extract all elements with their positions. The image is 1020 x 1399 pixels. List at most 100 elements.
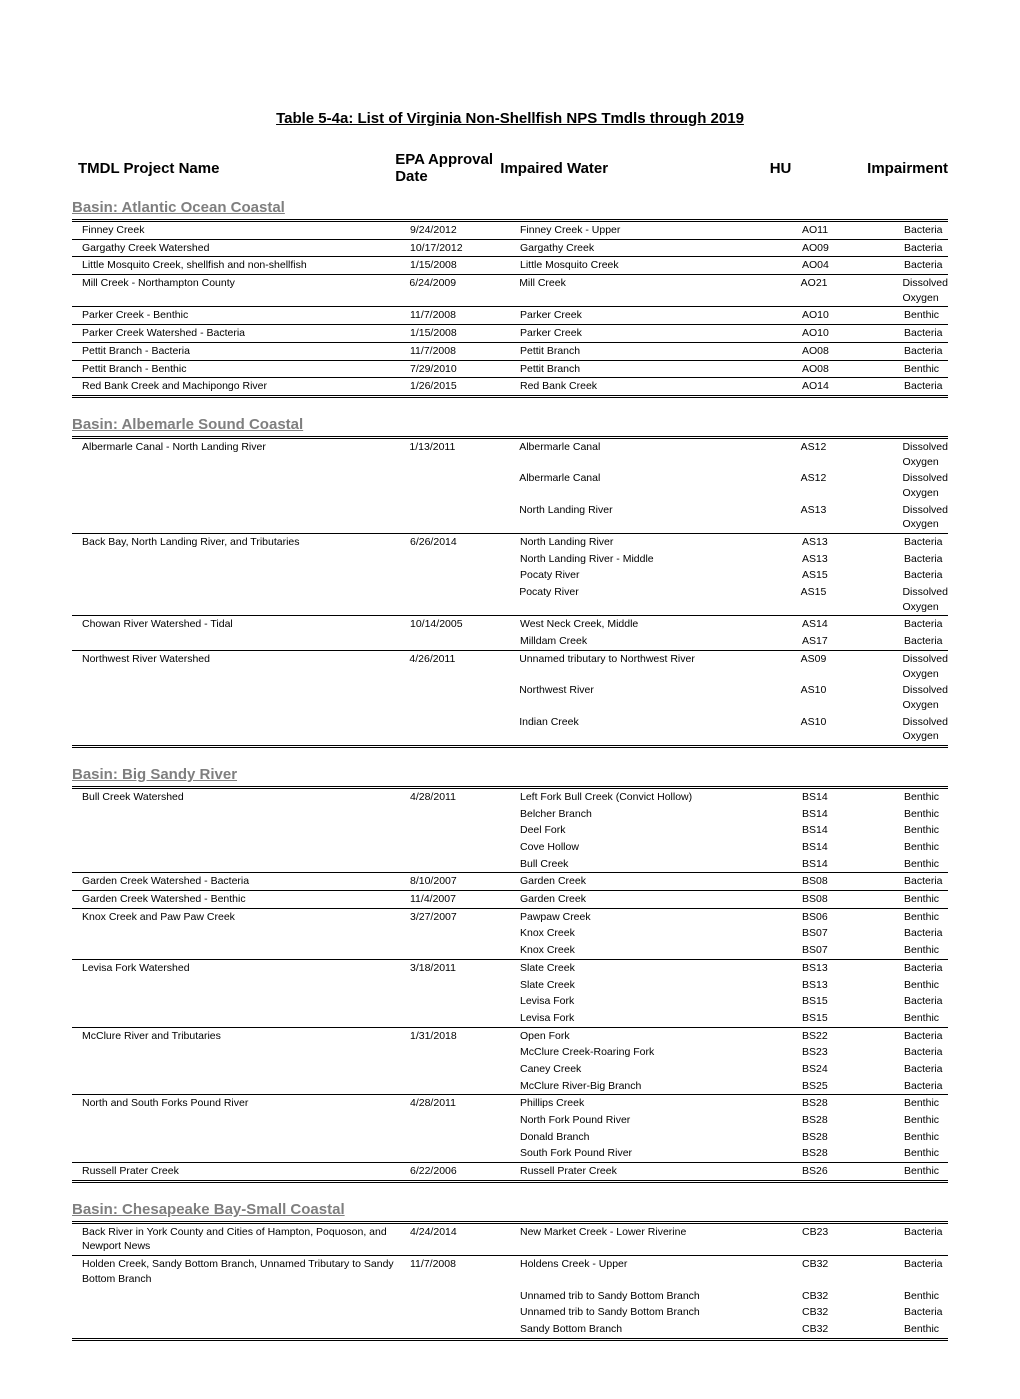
cell-date — [410, 568, 520, 583]
table-row: North Landing RiverAS13Dissolved Oxygen — [72, 502, 948, 533]
cell-hu: AO08 — [802, 362, 904, 377]
cell-date — [409, 715, 519, 744]
cell-hu: BS25 — [802, 1079, 904, 1094]
cell-date — [410, 943, 520, 958]
table-row: Unnamed trib to Sandy Bottom BranchCB32B… — [72, 1304, 948, 1321]
table-row: Little Mosquito Creek, shellfish and non… — [72, 257, 948, 274]
cell-water: Levisa Fork — [520, 994, 802, 1009]
cell-date — [410, 634, 520, 649]
table-row: Slate CreekBS13Benthic — [72, 977, 948, 994]
cell-water: Pawpaw Creek — [520, 910, 802, 925]
cell-water: Northwest River — [519, 683, 800, 712]
cell-impairment: Benthic — [904, 362, 948, 377]
table-row: Russell Prater Creek6/22/2006Russell Pra… — [72, 1163, 948, 1180]
cell-hu: BS24 — [802, 1062, 904, 1077]
cell-date — [409, 503, 519, 532]
cell-water: North Landing River - Middle — [520, 552, 802, 567]
table-row: Pettit Branch - Benthic7/29/2010Pettit B… — [72, 361, 948, 378]
cell-date — [410, 1079, 520, 1094]
cell-date: 10/17/2012 — [410, 241, 520, 256]
table-row: North Fork Pound RiverBS28Benthic — [72, 1112, 948, 1129]
cell-impairment: Bacteria — [904, 326, 948, 341]
table-row: Pocaty RiverAS15Bacteria — [72, 567, 948, 584]
cell-date: 1/15/2008 — [410, 326, 520, 341]
cell-water: Cove Hollow — [520, 840, 802, 855]
cell-date: 1/26/2015 — [410, 379, 520, 394]
cell-water: Caney Creek — [520, 1062, 802, 1077]
cell-date — [410, 1289, 520, 1304]
cell-impairment: Bacteria — [904, 379, 948, 394]
cell-project — [72, 823, 410, 838]
table-row: Red Bank Creek and Machipongo River1/26/… — [72, 378, 948, 395]
cell-project — [72, 1113, 410, 1128]
table-row: Garden Creek Watershed - Benthic11/4/200… — [72, 891, 948, 908]
cell-water: Donald Branch — [520, 1130, 802, 1145]
cell-hu: AO10 — [802, 308, 904, 323]
cell-hu: BS08 — [802, 874, 904, 889]
table-row: Knox CreekBS07Bacteria — [72, 925, 948, 942]
cell-impairment: Bacteria — [904, 1029, 948, 1044]
cell-water: Sandy Bottom Branch — [520, 1322, 802, 1337]
cell-impairment: Benthic — [904, 1096, 948, 1111]
cell-hu: AO04 — [802, 258, 904, 273]
project-group: Levisa Fork Watershed3/18/2011Slate Cree… — [72, 960, 948, 1028]
cell-date — [410, 1322, 520, 1337]
cell-hu: BS14 — [802, 857, 904, 872]
cell-date — [409, 683, 519, 712]
project-group: Parker Creek Watershed - Bacteria1/15/20… — [72, 325, 948, 343]
cell-hu: CB32 — [802, 1305, 904, 1320]
cell-project: Bull Creek Watershed — [72, 790, 410, 805]
cell-project — [72, 926, 410, 941]
cell-date: 11/7/2008 — [410, 1257, 520, 1286]
cell-impairment: Bacteria — [904, 1079, 948, 1094]
cell-impairment: Bacteria — [904, 617, 948, 632]
project-group: Back River in York County and Cities of … — [72, 1224, 948, 1256]
cell-project: Garden Creek Watershed - Benthic — [72, 892, 410, 907]
cell-project — [72, 978, 410, 993]
cell-impairment: Dissolved Oxygen — [902, 440, 948, 469]
cell-impairment: Bacteria — [904, 1257, 948, 1286]
cell-project — [72, 1079, 410, 1094]
cell-impairment: Dissolved Oxygen — [902, 585, 948, 614]
cell-hu: BS14 — [802, 823, 904, 838]
project-group: Back Bay, North Landing River, and Tribu… — [72, 534, 948, 616]
cell-water: Indian Creek — [519, 715, 800, 744]
table-row: Donald BranchBS28Benthic — [72, 1129, 948, 1146]
cell-project: Back River in York County and Cities of … — [72, 1225, 410, 1254]
table-row: Albermarle CanalAS12Dissolved Oxygen — [72, 470, 948, 501]
cell-impairment: Bacteria — [904, 344, 948, 359]
table-row: Garden Creek Watershed - Bacteria8/10/20… — [72, 873, 948, 890]
table-row: Bull Creek Watershed4/28/2011Left Fork B… — [72, 789, 948, 806]
cell-project — [72, 1305, 410, 1320]
cell-hu: BS14 — [802, 790, 904, 805]
basins-container: Basin: Atlantic Ocean CoastalFinney Cree… — [72, 199, 948, 1341]
cell-water: Albermarle Canal — [519, 471, 800, 500]
cell-hu: AS15 — [801, 585, 903, 614]
cell-project — [72, 552, 410, 567]
cell-water: Slate Creek — [520, 978, 802, 993]
cell-project: Parker Creek - Benthic — [72, 308, 410, 323]
cell-impairment: Benthic — [904, 978, 948, 993]
cell-date — [409, 585, 519, 614]
table-row: Indian CreekAS10Dissolved Oxygen — [72, 714, 948, 745]
cell-water: South Fork Pound River — [520, 1146, 802, 1161]
cell-water: McClure River-Big Branch — [520, 1079, 802, 1094]
table-row: Milldam CreekAS17Bacteria — [72, 633, 948, 650]
cell-impairment: Bacteria — [904, 961, 948, 976]
cell-impairment: Benthic — [904, 790, 948, 805]
cell-water: Unnamed tributary to Northwest River — [519, 652, 800, 681]
cell-water: North Landing River — [520, 535, 802, 550]
project-group: Knox Creek and Paw Paw Creek3/27/2007Paw… — [72, 909, 948, 960]
cell-water: Knox Creek — [520, 943, 802, 958]
cell-water: West Neck Creek, Middle — [520, 617, 802, 632]
cell-project — [72, 1130, 410, 1145]
col-hu: HU — [770, 160, 867, 177]
cell-water: Open Fork — [520, 1029, 802, 1044]
cell-project: Albermarle Canal - North Landing River — [72, 440, 409, 469]
cell-date: 6/24/2009 — [409, 276, 519, 305]
cell-project — [72, 807, 410, 822]
project-group: Russell Prater Creek6/22/2006Russell Pra… — [72, 1163, 948, 1183]
cell-project — [72, 634, 410, 649]
cell-project — [72, 568, 410, 583]
table-row: Knox CreekBS07Benthic — [72, 942, 948, 959]
